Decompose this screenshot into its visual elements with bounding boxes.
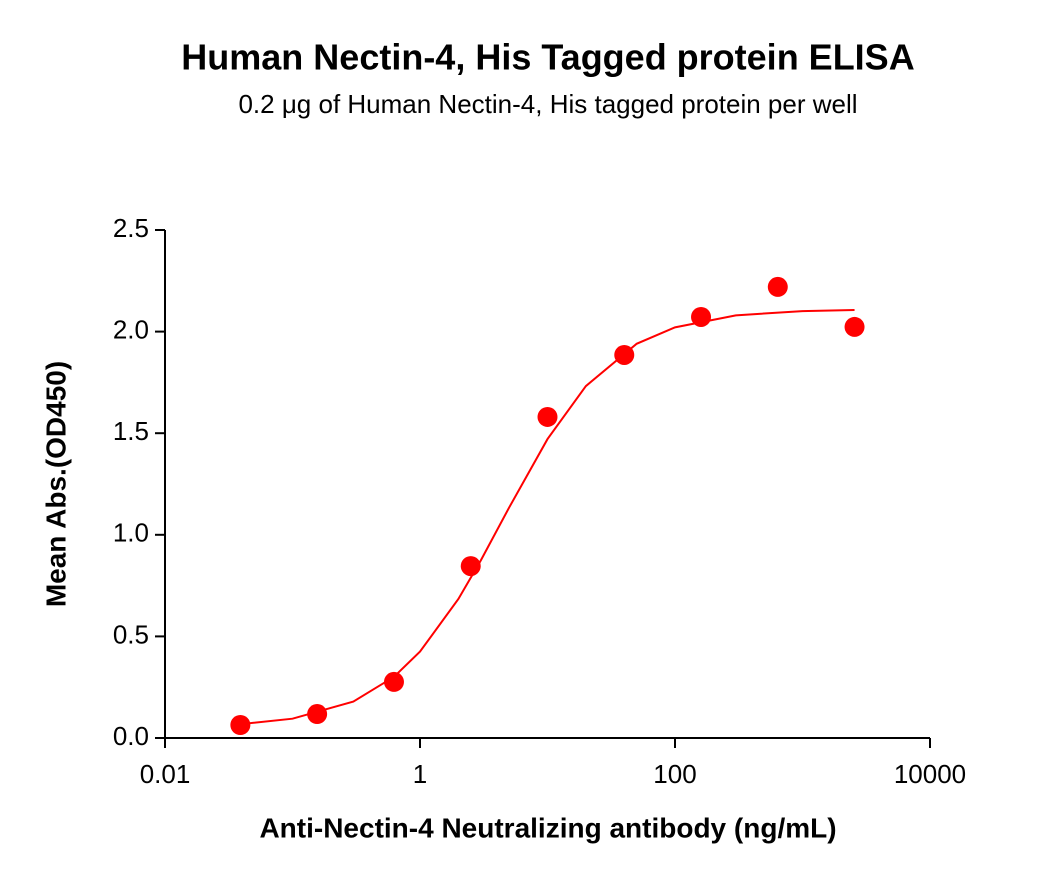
data-point xyxy=(383,671,404,692)
data-point xyxy=(614,344,635,365)
y-tick-label: 2.0 xyxy=(113,314,149,344)
y-axis-title: Mean Abs.(OD450) xyxy=(40,361,71,607)
x-tick-label: 1 xyxy=(413,759,427,789)
chart-title: Human Nectin-4, His Tagged protein ELISA xyxy=(181,37,914,78)
data-point xyxy=(537,406,558,427)
x-axis-title: Anti-Nectin-4 Neutralizing antibody (ng/… xyxy=(259,812,836,843)
data-point xyxy=(307,704,328,725)
data-point xyxy=(460,556,481,577)
x-tick-label: 100 xyxy=(653,759,696,789)
data-point xyxy=(230,714,251,735)
data-point xyxy=(844,316,865,337)
data-point xyxy=(767,276,788,297)
y-tick-label: 1.0 xyxy=(113,518,149,548)
y-tick-label: 2.5 xyxy=(113,213,149,243)
data-point xyxy=(691,306,712,327)
y-tick-label: 0.5 xyxy=(113,619,149,649)
x-tick-label: 0.01 xyxy=(140,759,191,789)
fit-curve xyxy=(240,309,855,726)
x-tick-label: 10000 xyxy=(894,759,966,789)
y-tick-label: 0.0 xyxy=(113,721,149,751)
chart-subtitle: 0.2 μg of Human Nectin-4, His tagged pro… xyxy=(238,89,857,119)
y-tick-label: 1.5 xyxy=(113,416,149,446)
